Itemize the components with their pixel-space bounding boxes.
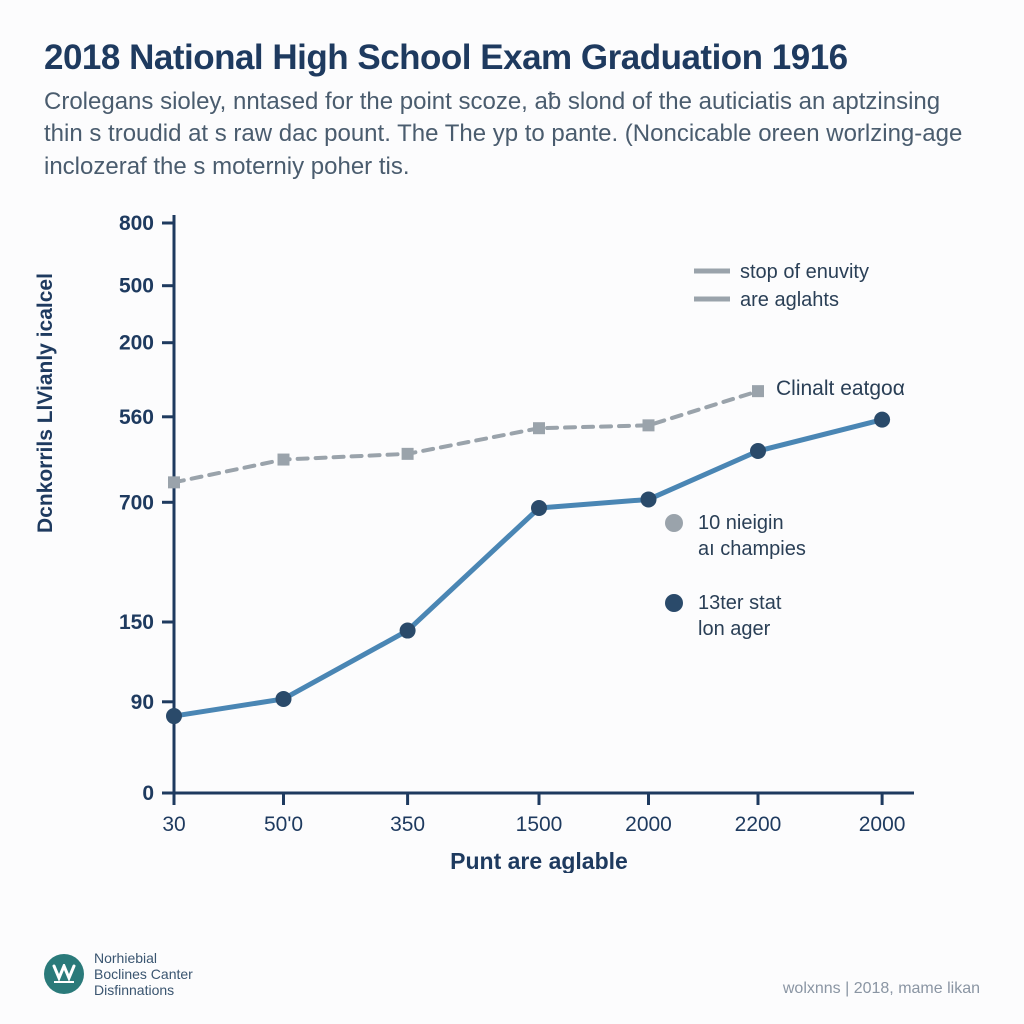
footer: Norhiebial Boclines Canter Disfinnations… [44,950,980,998]
svg-text:2200: 2200 [735,813,782,836]
svg-text:13ter stat: 13ter stat [698,592,782,614]
chart-area: Dcnkorrils LlVianly icalcel 090150700560… [54,193,974,873]
credit-text: wolxnns | 2018, mame likan [783,980,980,998]
svg-text:500: 500 [119,275,154,298]
svg-text:stop of enuvity: stop of enuvity [740,261,869,283]
svg-text:560: 560 [119,406,154,429]
svg-text:lon ager: lon ager [698,618,771,640]
svg-text:1500: 1500 [516,813,563,836]
svg-text:200: 200 [119,332,154,355]
chart-subtitle: Crolegans sioley, nntased for the point … [44,86,974,183]
svg-text:Punt are aglable: Punt are aglable [450,848,628,873]
chart-title: 2018 National High School Exam Graduatio… [44,38,980,78]
svg-text:800: 800 [119,212,154,235]
svg-text:700: 700 [119,491,154,514]
svg-text:aı champies: aı champies [698,538,806,560]
svg-text:30: 30 [162,813,185,836]
svg-text:are aglahts: are aglahts [740,289,839,311]
svg-text:Clinalt eatgoα: Clinalt eatgoα [776,377,905,400]
chart-svg: 0 90 150 700 560 200 500 800 30 50'0 350 1500 2000 22… [54,193,974,873]
svg-text:350: 350 [390,813,425,836]
org-logo-icon [44,954,84,994]
svg-text:150: 150 [119,611,154,634]
svg-text:2000: 2000 [625,813,672,836]
svg-text:0: 0 [142,782,154,805]
org-name: Norhiebial Boclines Canter Disfinnations [94,950,193,998]
svg-text:50'0: 50'0 [264,813,303,836]
svg-text:2000: 2000 [859,813,906,836]
org-logo-block: Norhiebial Boclines Canter Disfinnations [44,950,193,998]
svg-text:10 nieigin: 10 nieigin [698,512,784,534]
svg-text:90: 90 [131,691,154,714]
